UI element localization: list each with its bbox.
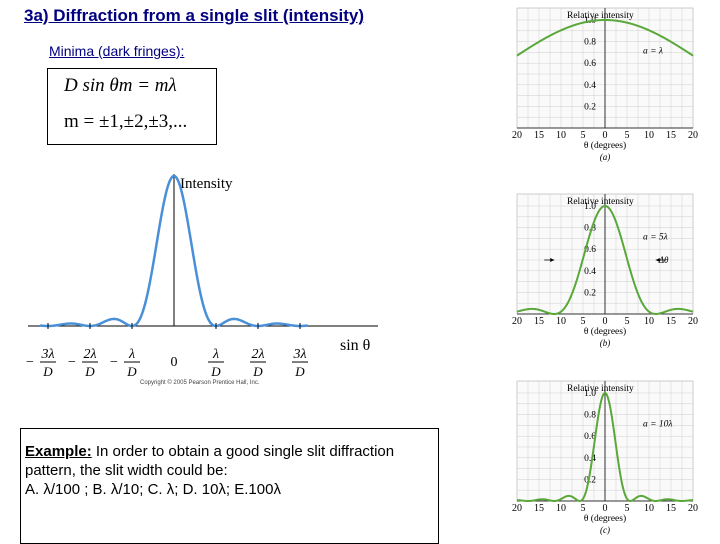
- tick-label-5: 2λ D: [250, 323, 266, 379]
- x-axis-label: θ (degrees): [584, 513, 626, 524]
- tick-label-3: 0: [171, 355, 178, 370]
- x-tick-label-3: 5: [581, 316, 586, 327]
- x-tick-label-8: 20: [688, 130, 698, 141]
- example-options: A. λ/100 ; B. λ/10; C. λ; D. 10λ; E.100λ: [25, 481, 281, 498]
- minima-formula-box: D sin θm = mλ m = ±1,±2,±3,...: [47, 68, 217, 145]
- svg-text:2λ: 2λ: [83, 347, 96, 362]
- chart-title: Relative intensity: [567, 197, 634, 207]
- svg-text:D: D: [252, 364, 263, 379]
- tick-label-0: 3λ D−: [26, 323, 56, 379]
- x-tick-label-0: 20: [512, 130, 522, 141]
- svg-text:2λ: 2λ: [251, 347, 264, 362]
- x-tick-label-5: 5: [625, 130, 630, 141]
- svg-text:D: D: [210, 364, 221, 379]
- formula-line-2: m = ±1,±2,±3,...: [64, 111, 188, 132]
- x-tick-label-4: 0: [603, 503, 608, 514]
- x-axis-label: θ (degrees): [584, 140, 626, 151]
- y-tick-label-1: 0.8: [584, 38, 596, 48]
- x-tick-label-7: 15: [666, 316, 676, 327]
- y-tick-label-2: 0.6: [584, 245, 596, 255]
- svg-text:λ: λ: [212, 347, 219, 362]
- svg-text:3λ: 3λ: [40, 347, 54, 362]
- x-tick-label-1: 15: [534, 316, 544, 327]
- x-tick-label-5: 5: [625, 503, 630, 514]
- x-tick-label-3: 5: [581, 503, 586, 514]
- x-tick-label-6: 10: [644, 130, 654, 141]
- x-tick-label-6: 10: [644, 316, 654, 327]
- x-tick-label-8: 20: [688, 316, 698, 327]
- y-tick-label-0: 1.0: [584, 389, 596, 399]
- y-tick-label-4: 0.2: [584, 102, 596, 112]
- x-tick-label-7: 15: [666, 130, 676, 141]
- slit-width-annotation: a = 5λ: [643, 232, 668, 242]
- svg-text:3λ: 3λ: [292, 347, 306, 362]
- x-tick-label-5: 5: [625, 316, 630, 327]
- x-tick-label-3: 5: [581, 130, 586, 141]
- x-tick-label-1: 15: [534, 503, 544, 514]
- y-tick-label-4: 0.2: [584, 288, 596, 298]
- y-tick-label-1: 0.8: [584, 224, 596, 234]
- example-box: Example: In order to obtain a good singl…: [20, 428, 439, 544]
- tick-label-2: λD−: [110, 323, 140, 379]
- tick-label-4: λD: [208, 323, 224, 379]
- y-axis-label: Intensity: [180, 176, 233, 192]
- x-tick-label-1: 15: [534, 130, 544, 141]
- slide-title: 3a) Diffraction from a single slit (inte…: [24, 6, 365, 25]
- svg-text:λ: λ: [128, 347, 135, 362]
- y-tick-label-1: 0.8: [584, 411, 596, 421]
- panel-label: (a): [600, 152, 611, 162]
- minima-label: Minima (dark fringes):: [49, 43, 185, 59]
- tick-label-6: 3λ D: [292, 323, 308, 379]
- example-question: In order to obtain a good single slit di…: [25, 443, 395, 479]
- x-tick-label-7: 15: [666, 503, 676, 514]
- svg-text:D: D: [294, 364, 305, 379]
- x-tick-label-4: 0: [603, 130, 608, 141]
- y-tick-label-3: 0.4: [584, 267, 596, 277]
- svg-text:D: D: [42, 364, 53, 379]
- svg-text:−: −: [110, 355, 118, 370]
- x-axis-label: sin θ: [340, 337, 370, 354]
- y-tick-label-0: 1.0: [584, 202, 596, 212]
- y-tick-label-2: 0.6: [584, 432, 596, 442]
- y-tick-label-3: 0.4: [584, 81, 596, 91]
- x-tick-label-2: 10: [556, 316, 566, 327]
- x-tick-label-2: 10: [556, 503, 566, 514]
- svg-text:D: D: [84, 364, 95, 379]
- y-tick-label-2: 0.6: [584, 59, 596, 69]
- x-tick-label-2: 10: [556, 130, 566, 141]
- svg-text:−: −: [26, 355, 34, 370]
- y-tick-label-3: 0.4: [584, 454, 596, 464]
- x-tick-label-8: 20: [688, 503, 698, 514]
- x-tick-label-0: 20: [512, 316, 522, 327]
- copyright-note: Copyright © 2005 Pearson Prentice Hall, …: [140, 379, 260, 386]
- x-axis-label: θ (degrees): [584, 326, 626, 337]
- slit-width-annotation: a = λ: [643, 46, 663, 56]
- example-label: Example:: [25, 443, 92, 460]
- tick-label-1: 2λ D−: [68, 323, 98, 379]
- x-tick-label-0: 20: [512, 503, 522, 514]
- intensity-curve: [516, 391, 694, 502]
- svg-text:−: −: [68, 355, 76, 370]
- panel-label: (c): [600, 525, 610, 535]
- y-tick-label-4: 0.2: [584, 475, 596, 485]
- intensity-curve: [39, 174, 309, 328]
- x-tick-label-4: 0: [603, 316, 608, 327]
- chart-title: Relative intensity: [567, 11, 634, 21]
- delta-theta-label: Δθ: [658, 255, 669, 265]
- formula-line-1: D sin θm = mλ: [64, 75, 177, 96]
- slit-width-annotation: a = 10λ: [643, 419, 673, 429]
- svg-text:D: D: [126, 364, 137, 379]
- intensity-curve: [516, 19, 694, 57]
- intensity-curve: [516, 204, 694, 315]
- chart-title: Relative intensity: [567, 384, 634, 394]
- panel-label: (b): [600, 338, 611, 348]
- svg-text:0: 0: [171, 355, 178, 370]
- x-tick-label-6: 10: [644, 503, 654, 514]
